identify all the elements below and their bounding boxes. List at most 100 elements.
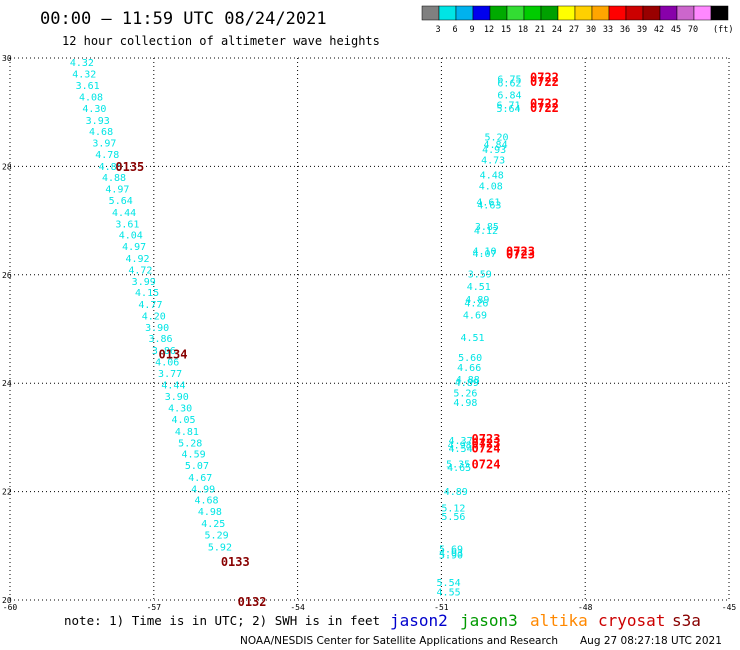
wave-height-value: 5.26: [453, 388, 477, 399]
x-tick-label: -54: [290, 603, 305, 612]
wave-height-value: 4.66: [457, 363, 481, 374]
pass-label: 0135: [115, 160, 144, 174]
wave-height-value: 4.54: [449, 444, 473, 455]
wave-height-value: 3.86: [148, 334, 172, 345]
wave-height-value: 4.92: [125, 254, 149, 265]
wave-height-value: 4.78: [95, 150, 119, 161]
colorbar-label: 6: [452, 25, 457, 35]
wave-height-value: 4.04: [119, 231, 143, 242]
wave-height-value: 4.93: [482, 145, 506, 156]
wave-height-value: 5.29: [205, 530, 229, 541]
wave-height-value: 5.54: [437, 578, 461, 589]
x-tick-label: -60: [3, 603, 18, 612]
wave-height-value: 3.61: [76, 81, 100, 92]
wave-height-value: 3.59: [468, 270, 492, 281]
wave-height-value: 4.73: [481, 155, 505, 166]
colorbar-label: 9: [469, 25, 474, 35]
wave-height-value: 4.51: [467, 282, 491, 293]
wave-height-value: 4.06: [155, 358, 179, 369]
wave-height-value: 5.90: [439, 550, 463, 561]
pass-label: 0724: [472, 457, 501, 471]
wave-height-value: 4.48: [480, 171, 504, 182]
colorbar-swatch: [676, 5, 695, 21]
pass-label: 0724: [472, 442, 501, 456]
y-tick-label: 30: [2, 54, 12, 63]
pass-label: 0133: [221, 555, 250, 569]
wave-height-value: 4.81: [175, 427, 199, 438]
colorbar-swatch: [625, 5, 644, 21]
x-tick-label: -51: [434, 603, 449, 612]
wave-height-value: 4.37: [449, 436, 473, 447]
wave-height-value: 4.84: [484, 140, 508, 151]
wave-height-value: 3.99: [132, 277, 156, 288]
wave-height-value: 4.25: [201, 519, 225, 530]
colorbar-label: 24: [552, 25, 562, 35]
wave-height-value: 5.56: [441, 512, 465, 523]
wave-height-value: 4.67: [188, 473, 212, 484]
wave-height-value: 3.86: [152, 346, 176, 357]
wave-height-value: 4.77: [138, 300, 162, 311]
pass-label: 0722: [530, 101, 559, 115]
colorbar-swatch: [557, 5, 576, 21]
colorbar-swatch: [642, 5, 661, 21]
colorbar-label: 45: [671, 25, 681, 35]
pass-label: 0723: [506, 248, 535, 262]
colorbar-swatch: [472, 5, 491, 21]
wave-height-value: 4.08: [479, 181, 503, 192]
footer-credit: NOAA/NESDIS Center for Satellite Applica…: [240, 635, 558, 647]
wave-height-value: 4.08: [79, 92, 103, 103]
legend-jason3: jason3: [460, 611, 518, 630]
wave-height-value: 3.77: [158, 369, 182, 380]
legend-cryosat: cryosat: [598, 611, 665, 630]
wave-height-value: 4.61: [476, 198, 500, 209]
pass-label: 0722: [530, 96, 559, 110]
plot-grid: [9, 57, 730, 601]
x-tick-label: -48: [578, 603, 593, 612]
y-tick-label: 24: [2, 379, 12, 388]
colorbar-swatch: [591, 5, 610, 21]
colorbar-swatch: [421, 5, 440, 21]
wave-height-value: 5.12: [441, 503, 465, 514]
footer-timestamp: Aug 27 08:27:18 UTC 2021: [580, 635, 722, 647]
y-tick-label: 26: [2, 271, 12, 280]
wave-height-value: 4.30: [82, 104, 106, 115]
chart-subtitle: 12 hour collection of altimeter wave hei…: [62, 34, 380, 48]
wave-height-value: 4.93: [439, 548, 463, 559]
colorbar-swatch: [608, 5, 627, 21]
colorbar-label: 42: [654, 25, 664, 35]
wave-height-value: 4.44: [112, 208, 136, 219]
colorbar-swatch: [438, 5, 457, 21]
colorbar-label: 12: [484, 25, 494, 35]
wave-height-value: 3.90: [165, 392, 189, 403]
wave-height-value: 4.63: [477, 200, 501, 211]
wave-height-value: 3.61: [115, 219, 139, 230]
pass-labels: 0135013401330132072207220722072207230723…: [115, 70, 559, 609]
colorbar-label: 3: [435, 25, 440, 35]
wave-height-value: 5.60: [458, 353, 482, 364]
y-tick-label: 20: [2, 596, 12, 605]
wave-height-value: 4.32: [72, 70, 96, 81]
wave-height-value: 5.64: [496, 104, 520, 115]
wave-height-value: 6.84: [497, 90, 521, 101]
wave-height-value: 4.88: [456, 375, 480, 386]
legend-jason2: jason2: [390, 611, 448, 630]
satellite-legend: jason2 jason3 altika cryosat s3a: [390, 611, 701, 630]
colorbar-label: 15: [501, 25, 511, 35]
pass-label: 0723: [506, 244, 535, 258]
x-tick-label: -45: [722, 603, 737, 612]
wave-height-value: 3.85: [475, 222, 499, 233]
wave-height-value: 4.26: [464, 298, 488, 309]
wave-height-value: 4.10: [472, 246, 496, 257]
wave-height-value: 5.28: [178, 438, 202, 449]
wave-height-value: 3.90: [145, 323, 169, 334]
wave-height-value: 4.69: [463, 310, 487, 321]
pass-label: 0134: [159, 347, 188, 361]
pass-label: 0132: [238, 595, 267, 609]
wave-height-value: 5.20: [484, 133, 508, 144]
wave-height-value: 4.98: [453, 398, 477, 409]
wave-height-value: 4.12: [474, 226, 498, 237]
wave-height-value: 4.68: [89, 127, 113, 138]
wave-height-value: 4.89: [465, 295, 489, 306]
wave-height-value: 5.92: [208, 542, 232, 553]
